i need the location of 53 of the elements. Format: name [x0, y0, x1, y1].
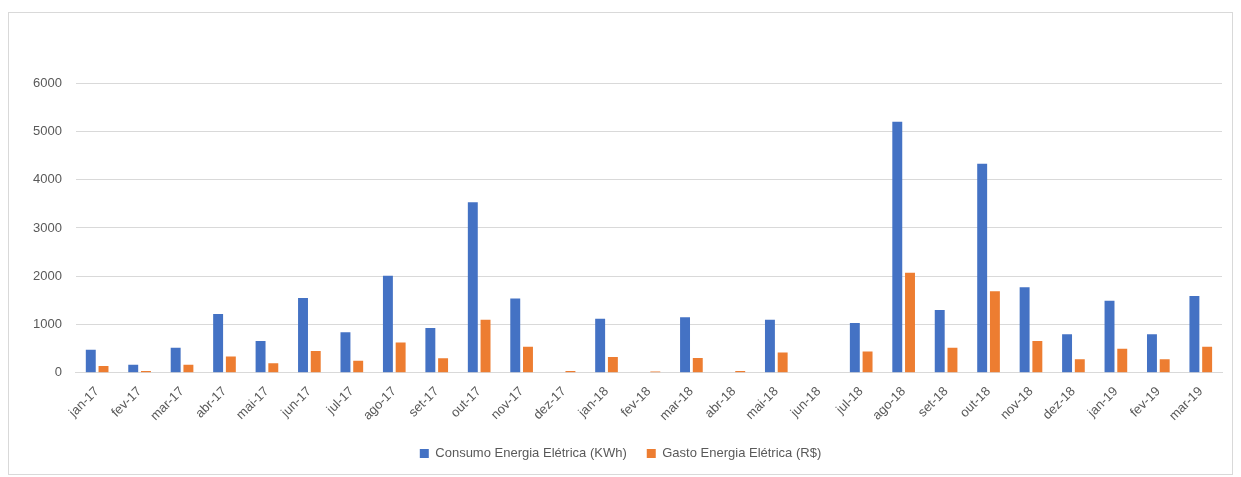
bar: [480, 319, 491, 373]
legend-label: Consumo Energia Elétrica (KWh): [435, 445, 627, 461]
bar: [225, 356, 236, 373]
bar: [298, 297, 308, 373]
bar: [680, 317, 691, 373]
bar: [777, 352, 788, 373]
bar: [692, 357, 703, 373]
bar: [310, 351, 321, 373]
y-tick-label: 1000: [33, 316, 62, 332]
bar: [85, 349, 96, 373]
bar: [1104, 300, 1115, 373]
bar: [438, 358, 449, 373]
bar: [353, 360, 364, 373]
bar: [382, 275, 393, 373]
y-tick-label: 0: [54, 364, 62, 380]
bar: [1074, 359, 1085, 373]
bar: [128, 364, 139, 373]
bar: [934, 310, 945, 373]
bar: [1062, 334, 1073, 373]
bar: [595, 318, 606, 373]
bar: [1146, 334, 1157, 373]
legend-label: Gasto Energia Elétrica (R$): [662, 445, 822, 461]
bar: [1189, 296, 1200, 373]
y-tick-label: 5000: [33, 122, 62, 138]
bar: [523, 346, 533, 373]
bar: [862, 351, 873, 373]
bar: [989, 291, 1000, 373]
bar: [892, 121, 903, 373]
bar: [510, 298, 521, 373]
bar: [170, 347, 181, 373]
bar: [905, 272, 915, 373]
bar: [395, 342, 406, 373]
y-tick-label: 3000: [33, 219, 62, 235]
bar: [607, 356, 618, 373]
bar: [1019, 287, 1030, 373]
bar: [425, 327, 436, 373]
bar: [1159, 359, 1170, 373]
bar: [947, 347, 958, 373]
y-tick-label: 2000: [33, 267, 62, 283]
bar: [213, 313, 224, 373]
bar: [1032, 340, 1043, 373]
y-tick-label: 6000: [33, 74, 62, 90]
bar: [255, 340, 266, 373]
bar: [977, 163, 988, 373]
bar: [1202, 346, 1213, 373]
bar: [268, 363, 279, 373]
bar: [764, 319, 775, 373]
bar: [183, 364, 194, 373]
bar: [340, 332, 351, 373]
bar: [467, 202, 478, 373]
bar: [1117, 348, 1128, 373]
y-tick-label: 4000: [33, 171, 62, 187]
bar: [849, 323, 860, 373]
